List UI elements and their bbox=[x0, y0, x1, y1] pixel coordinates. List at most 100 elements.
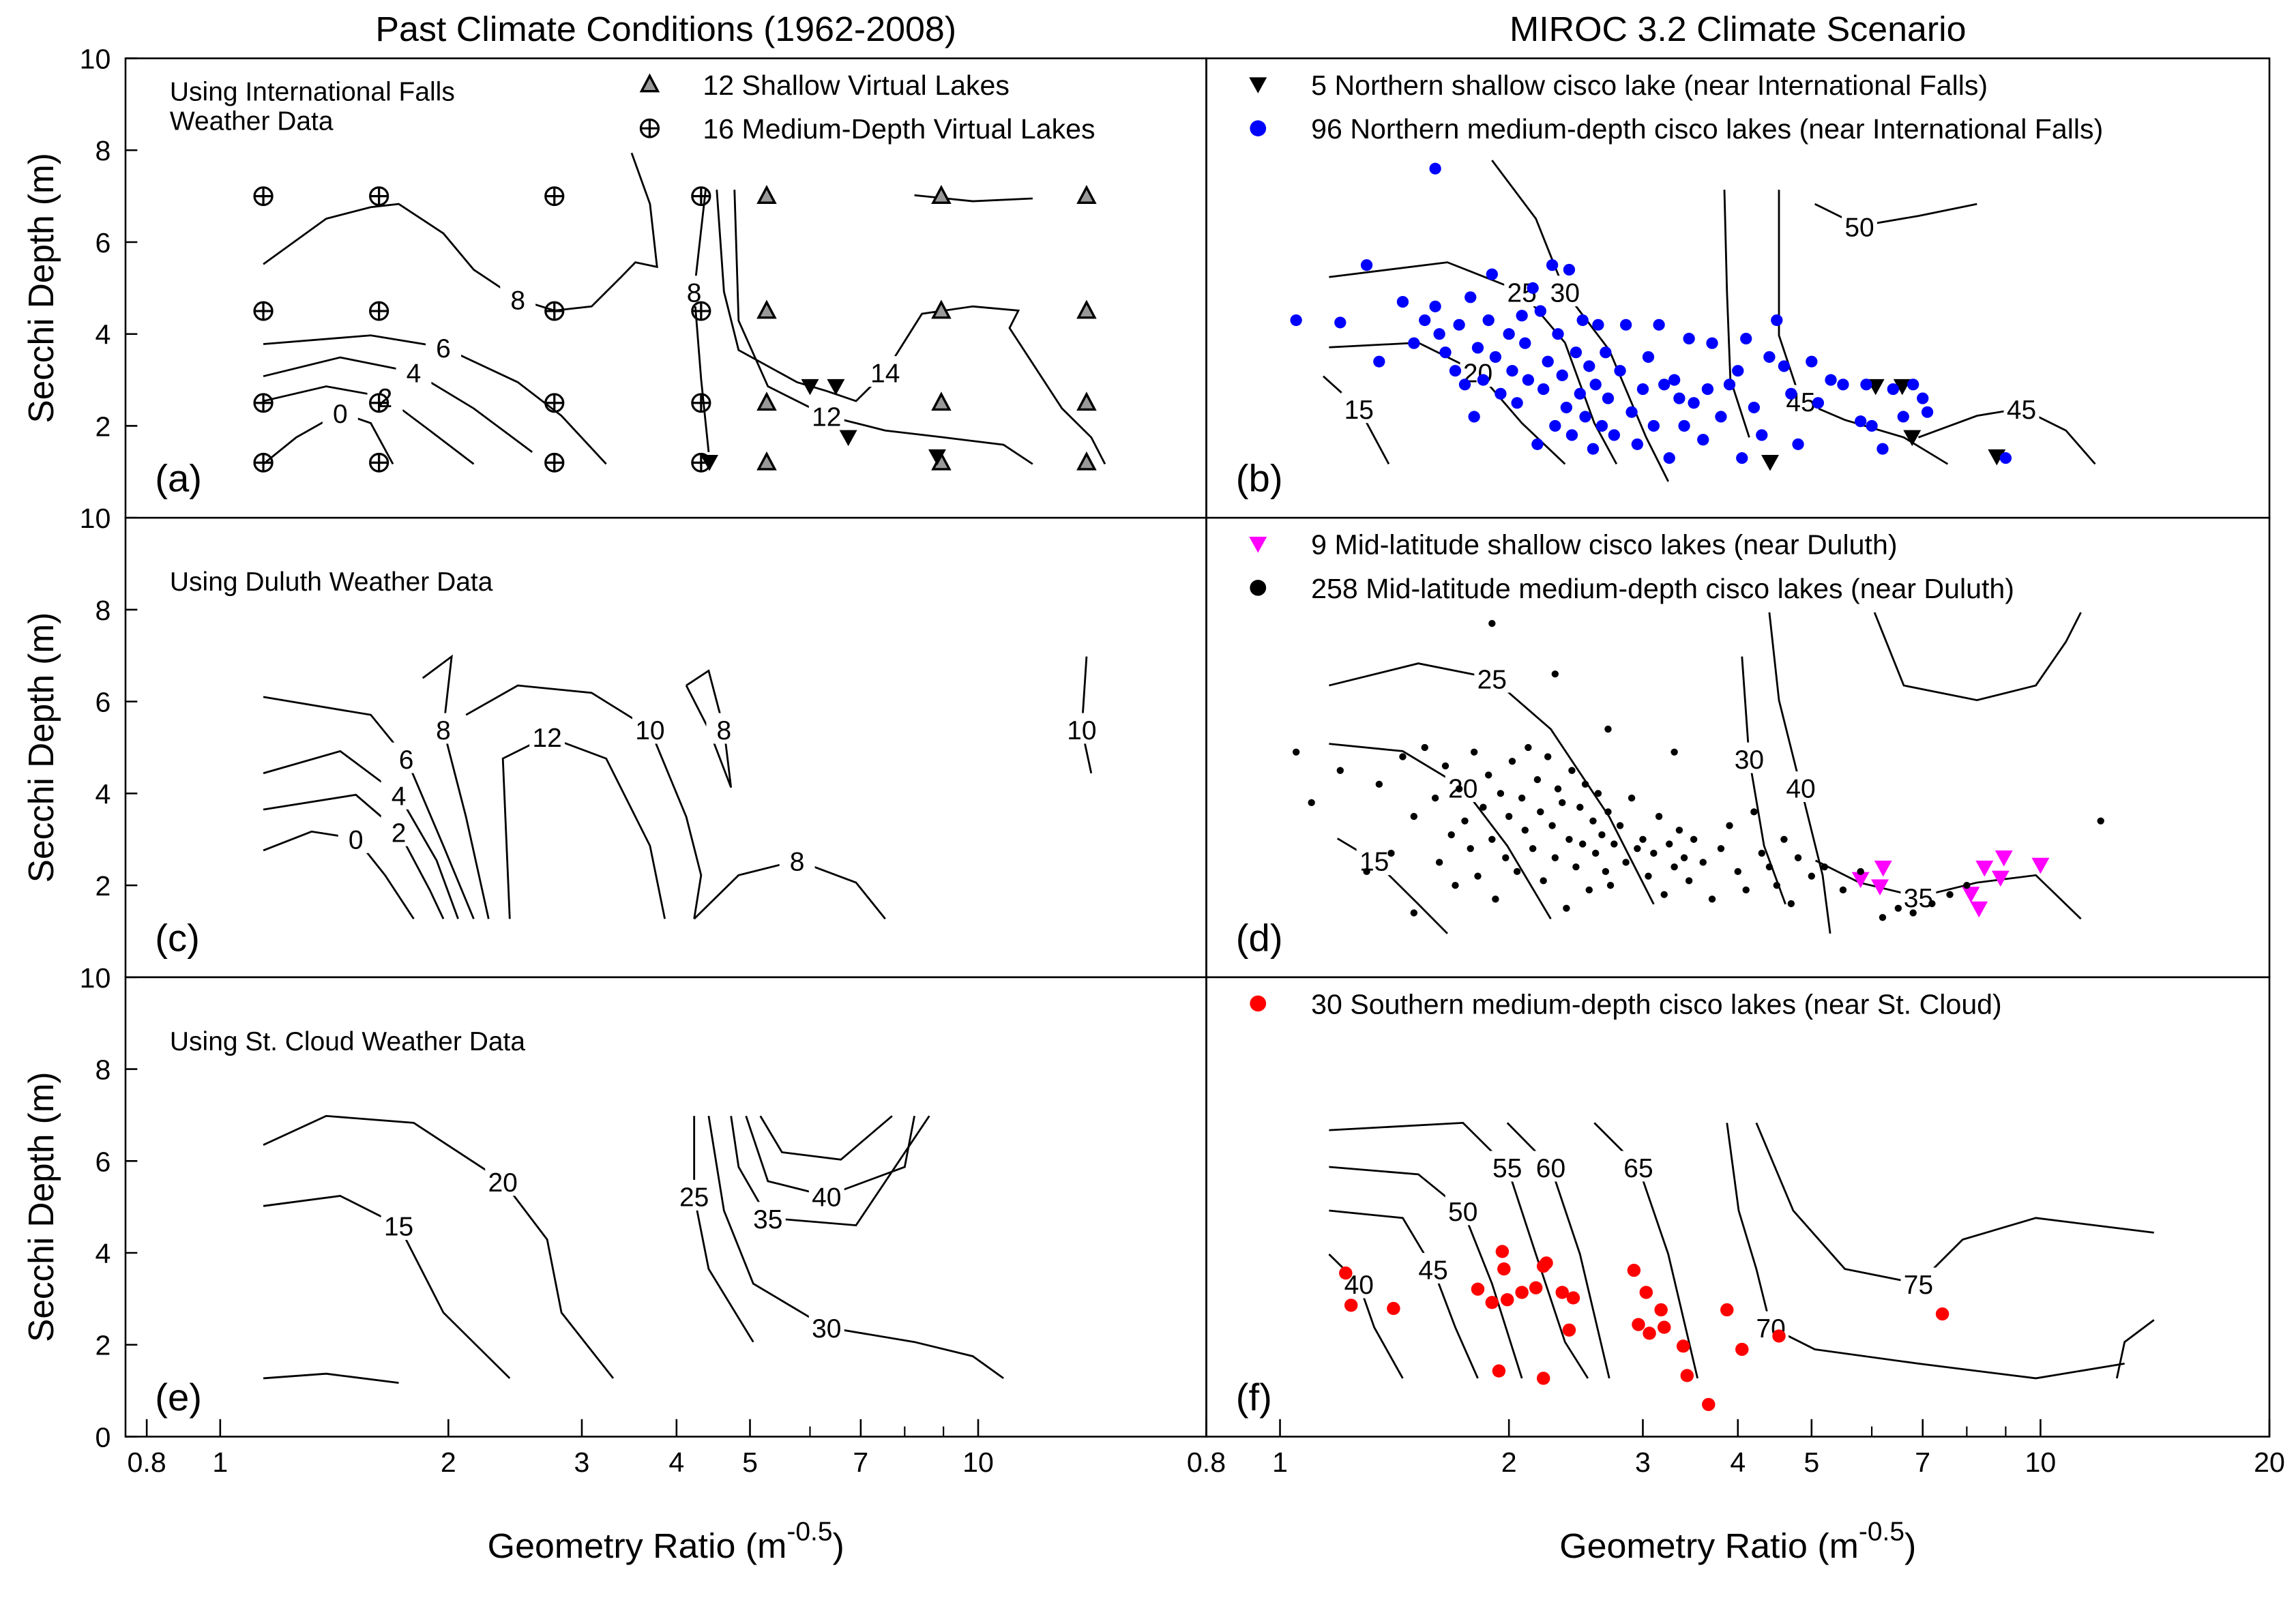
data-point bbox=[1671, 748, 1678, 756]
data-point bbox=[1566, 1291, 1580, 1305]
contour-label-bg bbox=[808, 1311, 844, 1342]
marker-shape bbox=[1726, 822, 1733, 829]
marker-shape bbox=[1625, 406, 1638, 418]
contour-label-bg bbox=[1356, 844, 1392, 876]
marker-shape bbox=[1336, 767, 1344, 774]
x-label-superscript: -0.5 bbox=[1859, 1517, 1904, 1547]
legend-label: 9 Mid-latitude shallow cisco lakes (near… bbox=[1311, 529, 1897, 561]
marker-shape bbox=[1740, 332, 1752, 345]
marker-shape bbox=[1837, 379, 1849, 391]
marker-shape bbox=[1991, 870, 2010, 887]
contour-label-bg bbox=[1533, 1151, 1569, 1182]
marker-shape bbox=[1516, 310, 1528, 322]
marker-shape bbox=[1697, 434, 1709, 446]
data-point bbox=[1467, 845, 1474, 853]
marker-shape bbox=[1334, 316, 1346, 329]
marker-shape bbox=[1602, 392, 1615, 404]
marker-shape bbox=[1292, 748, 1300, 756]
legend-marker bbox=[1250, 120, 1267, 136]
marker-shape bbox=[1600, 346, 1612, 359]
data-point bbox=[1866, 419, 1878, 432]
marker-shape bbox=[1734, 868, 1741, 876]
marker-shape bbox=[1660, 891, 1668, 898]
data-point bbox=[1563, 263, 1576, 276]
contour-label: 0 bbox=[349, 826, 364, 855]
x-label-suffix: ) bbox=[832, 1526, 844, 1565]
data-point bbox=[1785, 387, 1797, 400]
marker-shape bbox=[1497, 1262, 1511, 1276]
marker-shape bbox=[1608, 429, 1621, 441]
data-point bbox=[1555, 1286, 1569, 1299]
data-point bbox=[1435, 859, 1443, 866]
marker-shape bbox=[1492, 1364, 1506, 1378]
data-point bbox=[1471, 1282, 1485, 1296]
data-point bbox=[1527, 282, 1539, 294]
panel-label: (e) bbox=[155, 1376, 202, 1419]
marker-shape bbox=[1675, 827, 1683, 834]
panel-label: (c) bbox=[155, 917, 200, 960]
data-point bbox=[1076, 299, 1097, 319]
data-point bbox=[1387, 1301, 1400, 1316]
marker-shape bbox=[1537, 383, 1550, 396]
legend-marker bbox=[1250, 995, 1267, 1012]
marker-shape bbox=[1583, 360, 1595, 372]
marker-shape bbox=[1715, 411, 1727, 423]
data-point bbox=[1492, 1364, 1506, 1378]
marker-shape bbox=[1518, 794, 1526, 802]
y-tick-label: 8 bbox=[95, 1054, 111, 1086]
data-point bbox=[1592, 318, 1604, 331]
marker-shape bbox=[1928, 900, 1936, 908]
data-point bbox=[1653, 318, 1665, 331]
marker-shape bbox=[1871, 879, 1889, 895]
data-point bbox=[1688, 397, 1700, 409]
data-point bbox=[1647, 419, 1660, 432]
contour-label-bg bbox=[1489, 1151, 1525, 1182]
marker-shape bbox=[1604, 725, 1612, 733]
data-point bbox=[1336, 767, 1344, 774]
marker-shape bbox=[1488, 835, 1496, 843]
marker-shape bbox=[1708, 895, 1716, 903]
data-point bbox=[1540, 1256, 1553, 1270]
data-point bbox=[1292, 748, 1300, 756]
data-point bbox=[1740, 332, 1752, 345]
marker-shape bbox=[1812, 397, 1825, 409]
marker-shape bbox=[756, 391, 777, 411]
marker-shape bbox=[1537, 808, 1544, 816]
marker-shape bbox=[1897, 411, 1909, 423]
marker-shape bbox=[1676, 1339, 1690, 1353]
marker-shape bbox=[1449, 365, 1462, 377]
contour-label: 20 bbox=[1448, 775, 1477, 804]
data-point bbox=[1373, 355, 1385, 368]
marker-shape bbox=[1806, 355, 1818, 368]
marker-shape bbox=[1903, 430, 1922, 447]
data-point bbox=[1559, 799, 1566, 806]
y-tick-label: 6 bbox=[95, 1146, 111, 1177]
marker-shape bbox=[370, 454, 388, 472]
contour-label-bg bbox=[1063, 713, 1100, 744]
marker-shape bbox=[1935, 1307, 1949, 1321]
data-point bbox=[1551, 670, 1559, 678]
contour-label: 15 bbox=[1344, 396, 1374, 425]
contour-label: 0 bbox=[333, 400, 348, 429]
marker-shape bbox=[1663, 452, 1675, 464]
marker-shape bbox=[1690, 835, 1698, 843]
data-point bbox=[1449, 365, 1462, 377]
marker-shape bbox=[641, 119, 659, 138]
marker-shape bbox=[1076, 451, 1097, 471]
data-point bbox=[369, 393, 389, 413]
contour-label: 40 bbox=[812, 1183, 841, 1213]
data-point bbox=[1544, 753, 1552, 760]
data-point bbox=[1988, 449, 2006, 466]
contour-label-bg bbox=[808, 1179, 844, 1211]
data-point bbox=[1486, 268, 1498, 280]
marker-shape bbox=[1441, 762, 1449, 770]
marker-shape bbox=[1482, 314, 1495, 327]
contour-line bbox=[1506, 1122, 1610, 1379]
data-point bbox=[1619, 318, 1632, 331]
contour-line bbox=[263, 1372, 399, 1384]
data-point bbox=[1290, 314, 1302, 327]
marker-shape bbox=[928, 449, 946, 466]
data-point bbox=[691, 186, 711, 207]
marker-shape bbox=[1604, 808, 1612, 816]
marker-shape bbox=[1480, 803, 1487, 811]
